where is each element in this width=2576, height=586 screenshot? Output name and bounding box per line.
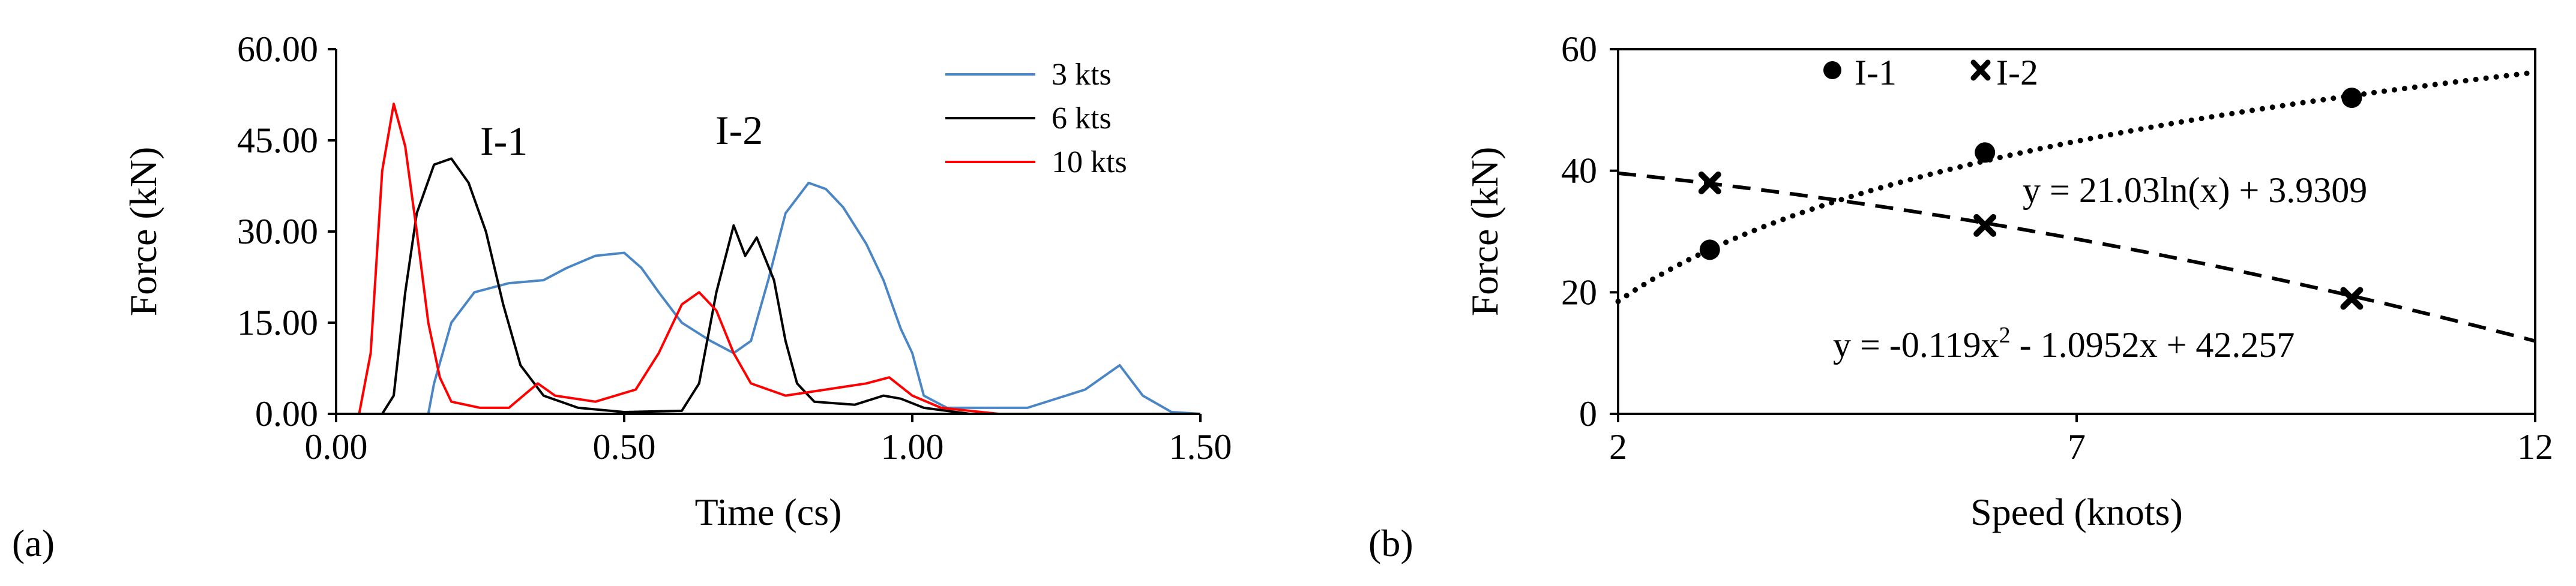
equation-poly-trendline: y = -0.119x2 - 1.0952x + 42.257 [1833, 323, 2295, 365]
x-tick-label: 1.00 [881, 427, 944, 467]
y-tick-label: 0.00 [255, 394, 318, 434]
y-tick-label: 20 [1561, 272, 1597, 312]
y-tick-label: 30.00 [237, 212, 318, 251]
point-i1 [2341, 88, 2362, 109]
series-line-10-kts [336, 103, 1200, 415]
panel-a-label: (a) [12, 522, 55, 564]
panel-b-trendlines [1615, 70, 2538, 343]
point-i1 [1699, 239, 1720, 260]
legend-marker-i2 [1970, 59, 1991, 81]
point-i2 [2340, 287, 2364, 310]
legend-marker-i1 [1823, 61, 1841, 79]
y-tick-label: 60 [1561, 29, 1597, 69]
y-tick-label: 15.00 [237, 303, 318, 342]
panel-b-force-vs-speed: 2 7 12 0 20 40 60 Speed (knots) Force (kN) I-… [1368, 29, 2553, 564]
equation-poly-suffix: - 1.0952x + 42.257 [2011, 325, 2295, 365]
point-i2 [1698, 171, 1721, 194]
point-i2 [1973, 214, 1997, 237]
legend-label-i1: I-1 [1855, 53, 1897, 92]
y-tick-label: 45.00 [237, 121, 318, 160]
annotation-i2: I-2 [715, 107, 763, 153]
panel-b-xlabel: Speed (knots) [1970, 491, 2183, 533]
x-tick-label: 1.50 [1169, 427, 1232, 467]
panel-a-time-history: 0.00 0.50 1.00 1.50 0.00 15.00 30.00 45.00 60.0… [12, 29, 1232, 564]
panel-a-series-lines [336, 103, 1201, 415]
panel-a-legend: 3 kts 6 kts 10 kts [945, 58, 1127, 179]
series-line-3-kts [336, 181, 1201, 415]
legend-label-10kts: 10 kts [1052, 145, 1127, 179]
equation-poly-exponent: 2 [1999, 323, 2011, 348]
legend-label-i2: I-2 [1996, 53, 2038, 92]
legend-label-6kts: 6 kts [1052, 101, 1112, 136]
panel-b-label: (b) [1368, 522, 1413, 564]
log-trendline [1615, 70, 2538, 304]
polynomial-trendline [1618, 171, 2536, 343]
panel-b-legend: I-1 I-2 [1823, 53, 2038, 92]
panel-b-x-ticks: 2 7 12 [1609, 414, 2553, 467]
panel-a-xlabel: Time (cs) [695, 491, 842, 533]
x-tick-label: 7 [2068, 427, 2086, 467]
panel-b-points [1698, 88, 2364, 310]
y-tick-label: 0 [1579, 394, 1597, 434]
y-tick-label: 40 [1561, 151, 1597, 191]
y-tick-label: 60.00 [237, 29, 318, 69]
legend-label-3kts: 3 kts [1052, 58, 1112, 92]
annotation-i1: I-1 [480, 118, 528, 164]
panel-b-ylabel: Force (kN) [1463, 147, 1506, 317]
series-line-6-kts [336, 157, 1200, 415]
equation-log-trendline: y = 21.03ln(x) + 3.9309 [2023, 170, 2367, 210]
x-tick-label: 12 [2517, 427, 2553, 467]
x-tick-label: 2 [1609, 427, 1627, 467]
x-tick-label: 0.00 [305, 427, 368, 467]
panel-a-x-ticks: 0.00 0.50 1.00 1.50 [305, 414, 1232, 467]
equation-poly-prefix: y = -0.119x [1833, 325, 1999, 365]
panel-b-y-ticks: 0 20 40 60 [1561, 29, 1618, 434]
x-tick-label: 0.50 [593, 427, 656, 467]
panel-a-ylabel: Force (kN) [122, 147, 164, 317]
panel-a-y-ticks: 0.00 15.00 30.00 45.00 60.00 [237, 29, 336, 434]
point-i1 [1975, 142, 1996, 163]
